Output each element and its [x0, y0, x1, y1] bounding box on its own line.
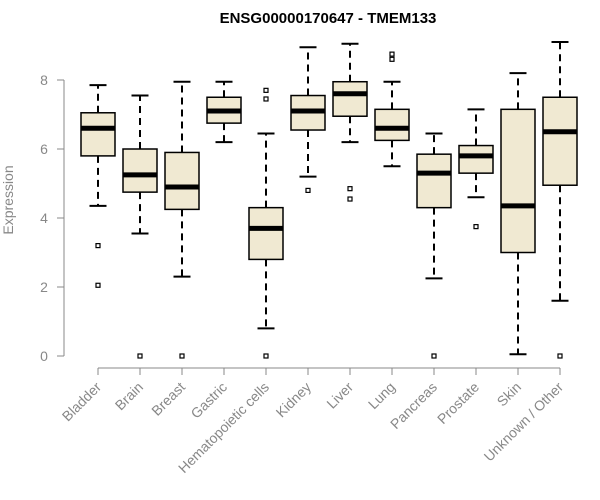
- box-prostate: [458, 108, 494, 230]
- outlier-point: [305, 187, 311, 193]
- box-iqr: [500, 108, 536, 254]
- x-tick-label: Skin: [494, 379, 525, 410]
- outlier-point: [557, 353, 563, 359]
- outlier-point: [389, 51, 395, 57]
- outlier-point: [263, 87, 269, 93]
- x-tick-label: Bladder: [59, 379, 105, 425]
- y-tick-label: 8: [40, 72, 48, 88]
- box-unknown-other: [542, 41, 578, 359]
- box-hematopoietic-cells: [248, 87, 284, 359]
- outlier-point: [179, 353, 185, 359]
- box-liver: [332, 42, 368, 202]
- outlier-point: [473, 224, 479, 230]
- x-tick-label: Pancreas: [387, 379, 440, 432]
- outlier-point: [389, 56, 395, 62]
- x-tick-label: Kidney: [273, 379, 315, 421]
- outlier-point: [431, 353, 437, 359]
- box-breast: [164, 80, 200, 359]
- box-skin: [500, 72, 536, 356]
- box-iqr: [416, 153, 452, 209]
- y-tick-label: 2: [40, 279, 48, 295]
- box-bladder: [80, 84, 116, 288]
- box-iqr: [458, 144, 494, 174]
- outlier-point: [347, 186, 353, 192]
- x-tick-label: Prostate: [434, 379, 482, 427]
- outlier-point: [95, 282, 101, 288]
- chart-title: ENSG00000170647 - TMEM133: [220, 10, 437, 27]
- outlier-point: [263, 96, 269, 102]
- box-iqr: [542, 96, 578, 186]
- y-tick-label: 6: [40, 141, 48, 157]
- box-iqr: [332, 80, 368, 117]
- outlier-point: [347, 196, 353, 202]
- box-brain: [122, 94, 158, 359]
- y-tick-label: 4: [40, 210, 48, 226]
- x-tick-label: Lung: [365, 379, 398, 412]
- outlier-point: [95, 243, 101, 249]
- box-iqr: [122, 148, 158, 193]
- x-tick-label: Breast: [148, 379, 188, 419]
- outlier-point: [137, 353, 143, 359]
- box-pancreas: [416, 132, 452, 359]
- y-axis: 0 2 4 6 8: [40, 72, 65, 364]
- box-iqr: [80, 112, 116, 157]
- boxes-group: [80, 41, 578, 359]
- box-iqr: [248, 206, 284, 261]
- y-tick-label: 0: [40, 348, 48, 364]
- outlier-point: [263, 353, 269, 359]
- y-axis-label: Expression: [0, 165, 16, 234]
- box-iqr: [164, 151, 200, 211]
- x-tick-label: Unknown / Other: [481, 379, 567, 465]
- x-tick-label: Brain: [112, 379, 146, 413]
- box-iqr: [374, 108, 410, 142]
- box-kidney: [290, 46, 326, 193]
- box-lung: [374, 51, 410, 168]
- box-gastric: [206, 80, 242, 144]
- x-tick-label: Liver: [323, 379, 356, 412]
